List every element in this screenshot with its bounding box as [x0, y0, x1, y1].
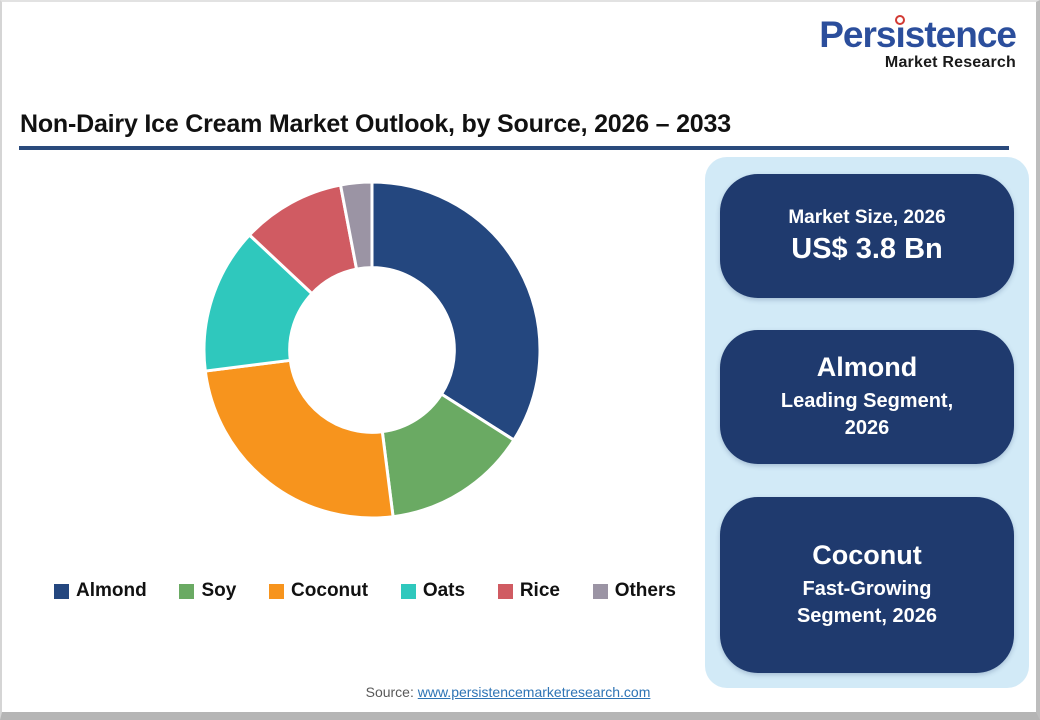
source-line: Source: www.persistencemarketresearch.co…	[2, 684, 1014, 700]
market-size-card-value: US$ 3.8 Bn	[791, 232, 943, 265]
fast-growing-segment-name: Coconut	[812, 540, 922, 570]
chart-legend: Almond Soy Coconut Oats Rice Others	[54, 580, 676, 602]
legend-swatch-oats	[400, 583, 416, 599]
donut-segment-almond	[370, 180, 542, 442]
donut-segment-others	[339, 180, 374, 271]
legend-label-almond: Almond	[76, 580, 147, 601]
legend-swatch-rice	[497, 583, 513, 599]
page-title: Non-Dairy Ice Cream Market Outlook, by S…	[20, 110, 731, 138]
source-link[interactable]: www.persistencemarketresearch.com	[417, 684, 651, 700]
logo-brand-post: stence	[904, 14, 1017, 55]
market-size-card-title: Market Size, 2026	[788, 206, 946, 228]
donut-chart-svg	[202, 180, 542, 520]
legend-label-soy: Soy	[201, 580, 237, 601]
logo-brand-text: Persıstence	[819, 14, 1017, 55]
legend-label-coconut: Coconut	[291, 580, 369, 601]
fast-growing-segment-caption: Fast-Growing Segment, 2026	[796, 578, 938, 627]
legend-label-oats: Oats	[422, 580, 466, 601]
legend-swatch-coconut	[269, 583, 285, 599]
legend-swatch-almond	[54, 583, 69, 599]
persistence-market-research-logo: Persıstence Market Research	[819, 14, 1017, 71]
highlights-panel: Market Size, 2026 US$ 3.8 Bn Almond Lead…	[705, 157, 1029, 688]
leading-segment-card: Almond Leading Segment, 2026	[720, 330, 1014, 464]
legend-item-almond: Almond	[54, 580, 147, 602]
legend-item-others: Others	[592, 580, 676, 602]
legend-item-oats: Oats	[400, 580, 466, 602]
source-label: Source:	[365, 684, 414, 700]
logo-subtitle: Market Research	[884, 54, 1016, 71]
market-size-card: Market Size, 2026 US$ 3.8 Bn	[720, 174, 1014, 298]
legend-item-soy: Soy	[179, 580, 236, 602]
donut-segment-coconut	[203, 358, 395, 520]
title-underline	[19, 146, 1009, 150]
donut-chart	[200, 178, 544, 522]
legend-swatch-soy	[179, 583, 195, 599]
legend-item-rice: Rice	[497, 580, 560, 602]
logo-i-red-target-icon: ı	[895, 14, 905, 55]
leading-segment-name: Almond	[816, 352, 918, 382]
fast-growing-segment-card: Coconut Fast-Growing Segment, 2026	[720, 497, 1014, 673]
leading-segment-caption: Leading Segment, 2026	[780, 390, 954, 439]
legend-item-coconut: Coconut	[269, 580, 368, 602]
legend-label-others: Others	[614, 580, 676, 601]
legend-swatch-others	[592, 583, 608, 599]
legend-label-rice: Rice	[519, 580, 560, 601]
logo-brand-pre: Pers	[819, 14, 896, 55]
